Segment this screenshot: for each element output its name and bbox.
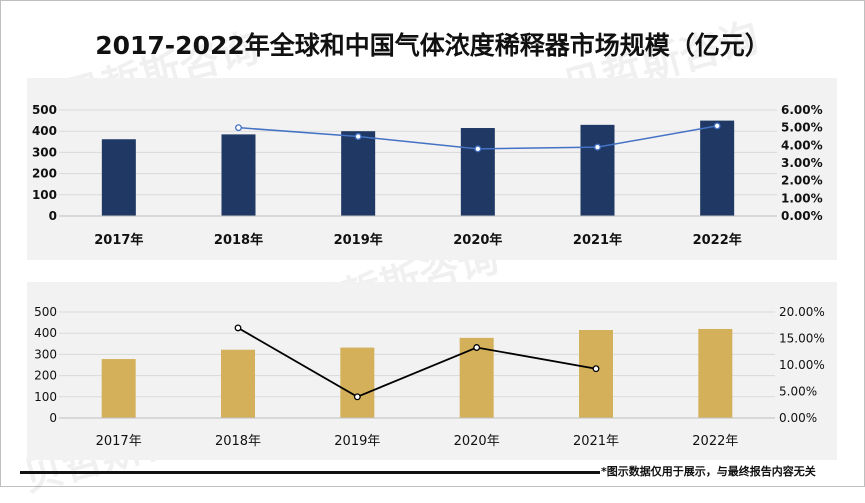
footnote: *图示数据仅用于展示，与最终报告内容无关 [601,465,816,478]
x-tick-label: 2019年 [334,232,383,248]
y-tick-label: 0 [49,411,57,425]
bar [579,330,613,418]
bar [221,134,256,216]
bar [580,124,615,216]
y2-tick-label: 0.00% [781,209,823,223]
y-tick-label: 500 [32,103,57,117]
x-tick-label: 2017年 [96,434,142,449]
line-point [713,122,721,130]
y2-tick-label: 5.00% [781,121,823,135]
x-tick-label: 2020年 [453,232,502,248]
bar [460,128,495,216]
bar [700,120,735,216]
line-point [592,365,600,373]
bar [698,328,733,418]
y-tick-label: 0 [49,209,57,223]
chart-top: 0 100 200 300 400 500 0.00% 1.00% 2.00% 3.00% 4.00… [32,103,823,248]
y2-tick-label: 2.00% [781,174,823,188]
y2-tick-label: 1.00% [781,191,823,205]
bar [340,347,375,418]
line-point [473,344,481,351]
y-tick-label: 500 [34,305,57,319]
y-tick-label: 400 [32,124,57,138]
y2-tick-label: 4.00% [781,138,823,152]
x-tick-label: 2022年 [693,232,742,248]
x-tick-label: 2021年 [573,232,622,248]
y-tick-label: 200 [32,167,57,181]
bar [341,131,376,216]
x-tick-label: 2022年 [692,434,738,449]
y2-tick-label: 10.00% [779,358,825,372]
bottom-rule [20,471,600,474]
line-point [474,145,482,153]
y-tick-label: 400 [34,326,57,340]
bar [101,359,136,418]
y-tick-label: 100 [32,188,57,202]
line-point [235,124,242,132]
y-tick-label: 300 [34,347,57,361]
series-line [237,327,597,398]
x-tick-label: 2021年 [573,434,619,449]
y-tick-label: 300 [32,145,57,159]
y2-tick-label: 15.00% [779,332,825,346]
y2-tick-label: 20.00% [779,305,825,319]
y2-tick-label: 0.00% [779,411,817,425]
line-point [594,143,601,151]
line-point [234,324,242,332]
y2-tick-label: 6.00% [781,103,823,117]
x-tick-label: 2020年 [454,434,500,449]
y-tick-label: 100 [34,390,57,404]
y-tick-label: 200 [34,369,57,383]
y2-tick-label: 3.00% [781,156,823,170]
x-tick-label: 2018年 [215,434,261,449]
chart-panel-bottom: 0 100 200 300 400 500 0.00% 5.00% 10.00% 15.00% 20… [27,282,837,460]
chart-panel-top: 0 100 200 300 400 500 0.00% 1.00% 2.00% 3.00% 4.00… [27,78,837,260]
chart-title: 2017-2022年全球和中国气体浓度稀释器市场规模（亿元） [95,31,770,60]
line-point [354,133,362,140]
line-point [353,393,361,401]
y2-tick-label: 5.00% [779,385,817,399]
bar [221,349,255,418]
x-tick-label: 2017年 [94,232,143,248]
x-tick-label: 2019年 [334,434,380,449]
bar [101,139,136,216]
chart-bottom: 0 100 200 300 400 500 0.00% 5.00% 10.00% 15.00% 20… [34,305,825,449]
x-tick-label: 2018年 [214,232,263,248]
